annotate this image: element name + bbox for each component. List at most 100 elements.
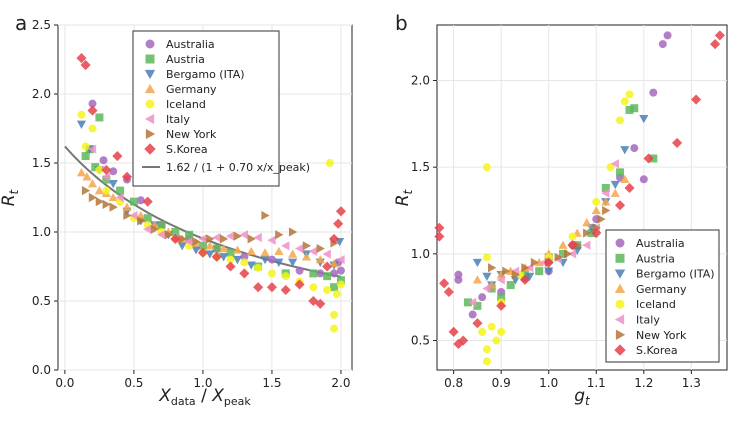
- point-s-korea: [335, 206, 347, 217]
- point-austria: [102, 175, 111, 184]
- point-austria: [323, 272, 332, 281]
- legend-label-austria: Austria: [636, 252, 675, 265]
- point-germany: [219, 243, 229, 253]
- point-iceland: [568, 232, 577, 241]
- point-s-korea: [225, 261, 236, 272]
- point-iceland: [267, 269, 276, 278]
- x-tick-label: 0.0: [55, 376, 74, 390]
- point-australia: [663, 31, 672, 40]
- point-bergamo-ita: [610, 180, 620, 190]
- point-iceland: [625, 90, 634, 99]
- point-austria: [520, 270, 529, 279]
- point-s-korea: [253, 282, 264, 293]
- point-new-york: [511, 270, 521, 280]
- panel-a-legend: Australia Austria Bergamo (ITA) Germany Icel…: [132, 30, 310, 187]
- point-new-york: [192, 237, 201, 247]
- point-new-york: [95, 197, 105, 207]
- point-austria: [558, 249, 567, 258]
- point-austria: [330, 283, 339, 292]
- point-austria: [497, 293, 506, 302]
- point-bergamo-ita: [620, 146, 630, 155]
- point-iceland: [95, 165, 104, 174]
- panel-a-xlabel: Xdata / Xpeak: [158, 386, 251, 408]
- legend-label-australia: Australia: [636, 237, 685, 250]
- point-austria: [336, 276, 345, 285]
- point-s-korea: [439, 278, 450, 289]
- point-new-york: [109, 202, 118, 212]
- point-s-korea: [672, 137, 683, 148]
- point-bergamo-ita: [232, 255, 243, 265]
- legend-marker-germany: [144, 83, 156, 94]
- x-tick-label: 1.0: [539, 376, 558, 390]
- panel-b-label: b: [395, 11, 408, 35]
- point-new-york: [233, 231, 243, 241]
- point-australia: [330, 269, 339, 278]
- legend-marker-s-korea: [144, 143, 156, 155]
- panel-a-ticks: 0.0 0.5 1.0 1.5 2.0 0.0 0.5 1.0 1.5 2.0 2.5: [32, 18, 351, 390]
- point-italy: [253, 232, 262, 243]
- point-germany: [274, 246, 284, 255]
- point-italy: [239, 230, 249, 240]
- point-bergamo-ita: [482, 272, 492, 281]
- point-s-korea: [322, 261, 333, 272]
- point-s-korea: [197, 247, 208, 258]
- point-iceland: [482, 345, 491, 354]
- point-austria: [601, 183, 610, 192]
- point-bergamo-ita: [108, 180, 118, 189]
- panel-a-label: a: [15, 11, 27, 35]
- legend-marker-italy: [144, 113, 155, 125]
- panel-b-legend: Australia Austria Bergamo (ITA) Germany Icel…: [605, 229, 720, 363]
- legend-marker-austria: [145, 54, 155, 64]
- point-s-korea: [543, 257, 554, 268]
- point-iceland: [330, 310, 339, 319]
- point-austria: [198, 241, 207, 250]
- legend-label-iceland: Iceland: [166, 98, 206, 111]
- point-iceland: [102, 186, 111, 195]
- x-tick-label: 1.0: [193, 376, 212, 390]
- point-iceland: [487, 322, 496, 331]
- x-tick-label: 0.5: [124, 376, 143, 390]
- point-s-korea: [519, 274, 531, 285]
- point-austria: [535, 267, 544, 276]
- point-bergamo-ita: [219, 253, 229, 262]
- point-s-korea: [112, 151, 123, 162]
- point-italy: [198, 234, 207, 244]
- point-bergamo-ita: [260, 255, 270, 265]
- point-germany: [591, 205, 601, 215]
- point-australia: [136, 196, 145, 205]
- x-tick-label: 1.2: [634, 376, 653, 390]
- point-italy: [582, 240, 591, 250]
- point-austria: [81, 152, 90, 161]
- point-italy: [482, 283, 491, 294]
- point-italy: [336, 255, 345, 265]
- point-austria: [473, 301, 482, 310]
- point-iceland: [606, 163, 615, 172]
- point-germany: [582, 218, 592, 227]
- point-austria: [91, 163, 100, 172]
- point-australia: [99, 156, 108, 165]
- point-italy: [294, 243, 304, 254]
- legend-marker-bergamo-ita: [614, 269, 626, 279]
- point-austria: [226, 248, 235, 257]
- point-germany: [301, 252, 312, 261]
- point-new-york: [102, 199, 111, 209]
- point-bergamo-ita: [76, 120, 87, 129]
- x-tick-label: 0.8: [444, 376, 463, 390]
- point-new-york: [288, 227, 298, 237]
- point-s-korea: [211, 251, 222, 262]
- point-iceland: [482, 357, 491, 366]
- point-germany: [246, 246, 256, 255]
- point-germany: [260, 248, 270, 257]
- point-new-york: [583, 228, 592, 238]
- point-italy: [468, 297, 477, 307]
- point-australia: [649, 88, 658, 97]
- point-austria: [309, 269, 318, 278]
- point-germany: [601, 197, 611, 206]
- point-germany: [94, 186, 105, 195]
- point-s-korea: [614, 200, 626, 211]
- point-italy: [156, 230, 166, 240]
- point-iceland: [620, 97, 629, 106]
- point-bergamo-ita: [288, 258, 298, 267]
- point-germany: [558, 240, 568, 249]
